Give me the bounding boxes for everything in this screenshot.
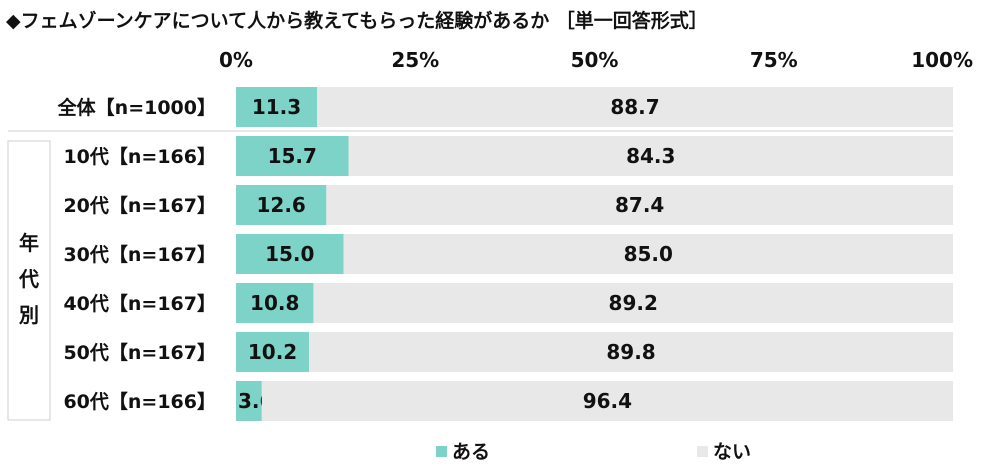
bar-segment-yes <box>236 381 262 421</box>
value-label: 10.8 <box>250 291 299 315</box>
value-label: 15.7 <box>268 144 317 168</box>
bar-segment-no <box>343 234 953 274</box>
chart-title: ◆フェムゾーンケアについて人から教えてもらった経験があるか ［単一回答形式］ <box>6 10 708 32</box>
category-label: 50代【n=167】 <box>63 341 216 364</box>
bar-segment-yes <box>236 283 314 323</box>
legend-swatch <box>436 446 447 457</box>
legend-swatch <box>697 446 708 457</box>
legend-label: ない <box>713 441 751 463</box>
category-label: 全体【n=1000】 <box>57 96 216 119</box>
bar-segment-no <box>309 332 953 372</box>
legend-label: ある <box>452 441 490 463</box>
category-label: 10代【n=166】 <box>63 145 216 168</box>
x-tick-label: 100% <box>911 48 973 72</box>
value-label: 89.8 <box>606 340 655 364</box>
bar-segment-no <box>317 87 953 127</box>
group-bracket <box>7 140 51 421</box>
value-label: 87.4 <box>615 193 664 217</box>
bar-segment-no <box>348 136 954 176</box>
x-tick-label: 25% <box>391 48 439 72</box>
x-tick-label: 75% <box>750 48 798 72</box>
bar-segment-no <box>313 283 953 323</box>
category-label: 40代【n=167】 <box>63 292 216 315</box>
bar-segment-yes <box>236 136 349 176</box>
group-label-char: 年 <box>19 231 39 255</box>
category-label: 30代【n=167】 <box>63 243 216 266</box>
group-label-char: 代 <box>18 267 39 291</box>
value-label: 88.7 <box>610 95 659 119</box>
bar-segment-yes <box>236 87 318 127</box>
value-label: 15.0 <box>265 242 314 266</box>
value-label: 10.2 <box>248 340 297 364</box>
value-label: 12.6 <box>256 193 305 217</box>
value-label: 96.4 <box>583 389 632 413</box>
bar-segment-no <box>261 381 953 421</box>
bar-segment-yes <box>236 332 310 372</box>
category-label: 20代【n=167】 <box>63 194 216 217</box>
x-tick-label: 50% <box>571 48 619 72</box>
bar-segment-yes <box>236 185 327 225</box>
bar-segment-no <box>326 185 953 225</box>
value-label: 89.2 <box>609 291 658 315</box>
value-label: 85.0 <box>624 242 673 266</box>
group-label-char: 別 <box>19 303 39 327</box>
x-tick-label: 0% <box>219 48 253 72</box>
value-label: 11.3 <box>252 95 301 119</box>
category-label: 60代【n=166】 <box>63 390 216 413</box>
value-label: 84.3 <box>626 144 675 168</box>
bar-segment-yes <box>236 234 344 274</box>
